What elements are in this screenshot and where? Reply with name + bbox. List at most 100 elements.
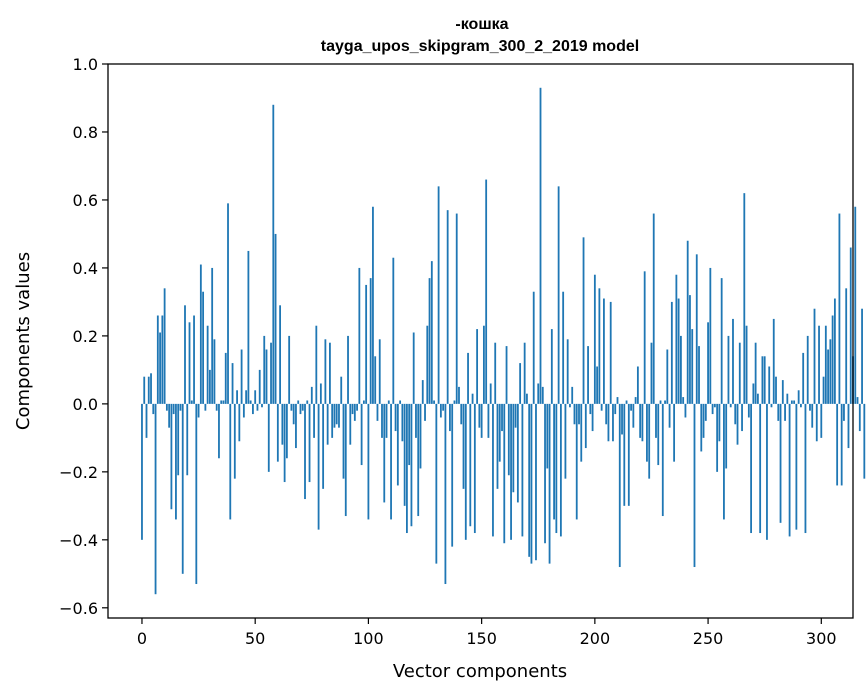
bar-component-94 [353, 403, 356, 421]
bar-component-165 [514, 403, 517, 428]
bar-component-174 [535, 403, 537, 561]
bar-component-130 [435, 403, 438, 564]
bar-component-316 [856, 397, 859, 404]
bar-component-186 [562, 291, 565, 404]
bar-component-258 [725, 403, 728, 469]
bar-component-33 [215, 403, 218, 411]
bar-component-196 [584, 403, 587, 449]
bar-component-177 [541, 386, 544, 404]
bar-component-234 [670, 301, 673, 404]
bar-component-76 [313, 403, 315, 438]
bar-component-215 [627, 403, 630, 506]
bar-component-80 [322, 403, 325, 489]
bar-component-7 [156, 315, 159, 404]
x-tick-label: 100 [353, 629, 384, 648]
x-tick-label: 250 [693, 629, 724, 648]
bar-component-30 [208, 369, 211, 404]
bar-component-23 [193, 315, 195, 404]
bar-component-259 [727, 335, 730, 404]
bar-component-82 [326, 403, 329, 445]
bar-component-298 [815, 403, 818, 442]
bar-component-125 [424, 403, 426, 421]
bar-component-35 [220, 400, 223, 404]
x-axis-title: Vector components [393, 661, 567, 682]
bar-component-128 [430, 261, 433, 404]
bar-component-111 [392, 257, 395, 404]
bar-component-188 [566, 339, 569, 404]
bar-component-194 [580, 403, 583, 462]
bar-component-180 [548, 403, 551, 564]
bar-component-263 [736, 403, 739, 445]
bar-component-58 [272, 104, 275, 404]
bar-component-95 [356, 403, 358, 411]
bar-component-29 [206, 325, 209, 404]
bar-component-16 [177, 403, 180, 476]
y-tick-label: 0.4 [73, 259, 98, 278]
bar-component-294 [806, 335, 809, 404]
bar-component-292 [802, 352, 805, 404]
bar-component-117 [406, 403, 408, 534]
bar-component-222 [643, 271, 646, 404]
bar-component-65 [288, 335, 291, 404]
bar-component-127 [428, 278, 431, 404]
bar-component-304 [829, 339, 832, 404]
bar-component-281 [777, 403, 780, 421]
bar-component-295 [809, 403, 811, 411]
bar-component-217 [632, 403, 635, 428]
bar-component-69 [297, 400, 300, 404]
bar-component-38 [227, 203, 229, 404]
x-tick-label: 150 [466, 629, 497, 648]
bar-component-46 [245, 390, 248, 404]
bar-component-158 [498, 403, 501, 462]
bar-component-276 [766, 403, 768, 540]
bar-component-293 [804, 403, 807, 534]
bar-component-185 [559, 403, 562, 537]
bar-component-184 [557, 186, 560, 404]
bar-component-221 [641, 403, 644, 442]
bar-component-252 [711, 403, 714, 415]
x-tick-label: 50 [245, 629, 265, 648]
bar-component-132 [439, 403, 442, 418]
bar-component-285 [786, 393, 789, 404]
bar-component-24 [195, 403, 198, 585]
bar-component-131 [437, 186, 440, 404]
bar-component-287 [790, 400, 793, 404]
bar-component-2 [145, 403, 148, 438]
bar-component-253 [713, 403, 716, 408]
bar-component-199 [591, 403, 594, 432]
bar-component-264 [738, 342, 741, 404]
bar-component-121 [415, 403, 417, 438]
bar-component-36 [222, 400, 225, 404]
bar-component-39 [229, 403, 232, 520]
y-tick-label: 0.0 [73, 395, 98, 414]
bar-component-172 [530, 403, 533, 564]
bar-component-147 [473, 403, 476, 534]
bar-component-260 [729, 403, 732, 408]
bar-component-162 [507, 403, 510, 476]
bar-component-220 [639, 403, 642, 438]
bar-component-191 [573, 403, 576, 425]
bar-component-144 [467, 352, 469, 404]
bar-component-182 [553, 403, 555, 520]
bar-component-289 [795, 403, 798, 530]
bar-component-208 [612, 403, 614, 442]
bar-component-168 [521, 403, 524, 537]
bar-component-288 [793, 400, 796, 404]
bar-component-167 [519, 363, 522, 404]
bar-component-224 [648, 403, 651, 479]
bar-component-204 [603, 298, 605, 404]
bar-component-60 [276, 403, 279, 462]
bar-component-213 [623, 403, 626, 506]
bar-component-51 [256, 403, 259, 411]
bar-component-31 [211, 267, 214, 404]
bar-component-11 [165, 403, 168, 411]
bar-component-112 [394, 403, 397, 432]
bar-component-56 [267, 403, 270, 472]
bar-component-238 [680, 335, 682, 404]
bar-component-201 [596, 366, 599, 404]
bar-component-97 [360, 403, 363, 466]
bar-component-75 [310, 386, 313, 404]
bar-component-192 [575, 403, 578, 520]
bar-component-10 [163, 288, 166, 404]
bar-component-200 [593, 274, 596, 404]
